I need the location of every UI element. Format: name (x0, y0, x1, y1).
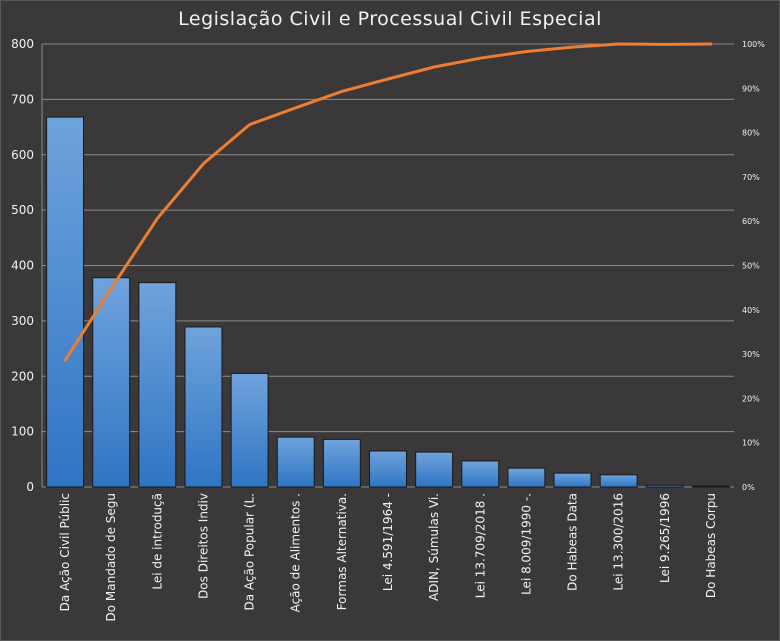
bar (46, 116, 85, 488)
bar (645, 484, 684, 488)
y-tick-label: 100 (11, 425, 34, 439)
x-tick-label: Lei de introduçã (150, 493, 164, 590)
y2-tick-label: 20% (742, 394, 760, 403)
x-tick-label: Lei 8.009/1990 -. (519, 493, 533, 595)
y2-tick-label: 0% (742, 483, 755, 492)
x-tick-label: Da Ação Popular (L. (243, 493, 257, 611)
x-tick-label: Dos Direitos Indiv (196, 493, 210, 599)
bar (322, 438, 361, 488)
y2-tick-label: 80% (742, 129, 760, 138)
y2-tick-label: 70% (742, 173, 760, 182)
y2-tick-label: 60% (742, 217, 760, 226)
bar (138, 282, 177, 488)
x-tick-label: Lei 4.591/1964 - (381, 493, 395, 591)
y-tick-label: 200 (11, 369, 34, 383)
bar (92, 277, 131, 488)
x-tick-label: Lei 13.300/2016 (612, 493, 626, 591)
bar (507, 467, 546, 488)
bar (691, 485, 730, 488)
bar (230, 372, 269, 488)
bar (369, 450, 407, 488)
y-tick-label: 700 (11, 92, 34, 106)
x-tick-label: Lei 9.265/1996 (658, 493, 672, 583)
bar (184, 326, 223, 488)
y-tick-label: 400 (11, 259, 34, 273)
y-tick-label: 500 (11, 203, 34, 217)
y2-tick-label: 10% (742, 439, 760, 448)
y2-tick-label: 50% (742, 262, 760, 271)
x-tick-label: Do Mandado de Segu (104, 493, 118, 622)
x-tick-label: Do Habeas Corpu (704, 493, 718, 598)
y2-tick-label: 40% (742, 306, 760, 315)
x-tick-label: Ação de Alimentos . (289, 493, 303, 612)
y-tick-label: 300 (11, 314, 34, 328)
y-tick-label: 800 (11, 37, 34, 51)
bar (415, 451, 454, 488)
x-tick-label: ADIN, Súmulas Vi. (427, 493, 441, 601)
bar (553, 472, 592, 488)
bar (599, 474, 638, 488)
x-tick-label: Lei 13.709/2018 . (473, 493, 487, 598)
x-tick-label: Da Ação Civil Públic (58, 493, 72, 611)
chart-title: Legislação Civil e Processual Civil Espe… (178, 8, 602, 30)
cumulative-line (63, 42, 713, 362)
y2-tick-label: 30% (742, 350, 760, 359)
x-tick-label: Do Habeas Data (566, 493, 580, 591)
y-tick-label: 600 (11, 148, 34, 162)
x-tick-label: Formas Alternativa. (335, 493, 349, 610)
y2-tick-label: 100% (742, 40, 765, 49)
y-tick-label: 0 (26, 480, 34, 494)
bar (461, 460, 500, 488)
y2-tick-label: 90% (742, 84, 760, 93)
bar (276, 436, 315, 488)
